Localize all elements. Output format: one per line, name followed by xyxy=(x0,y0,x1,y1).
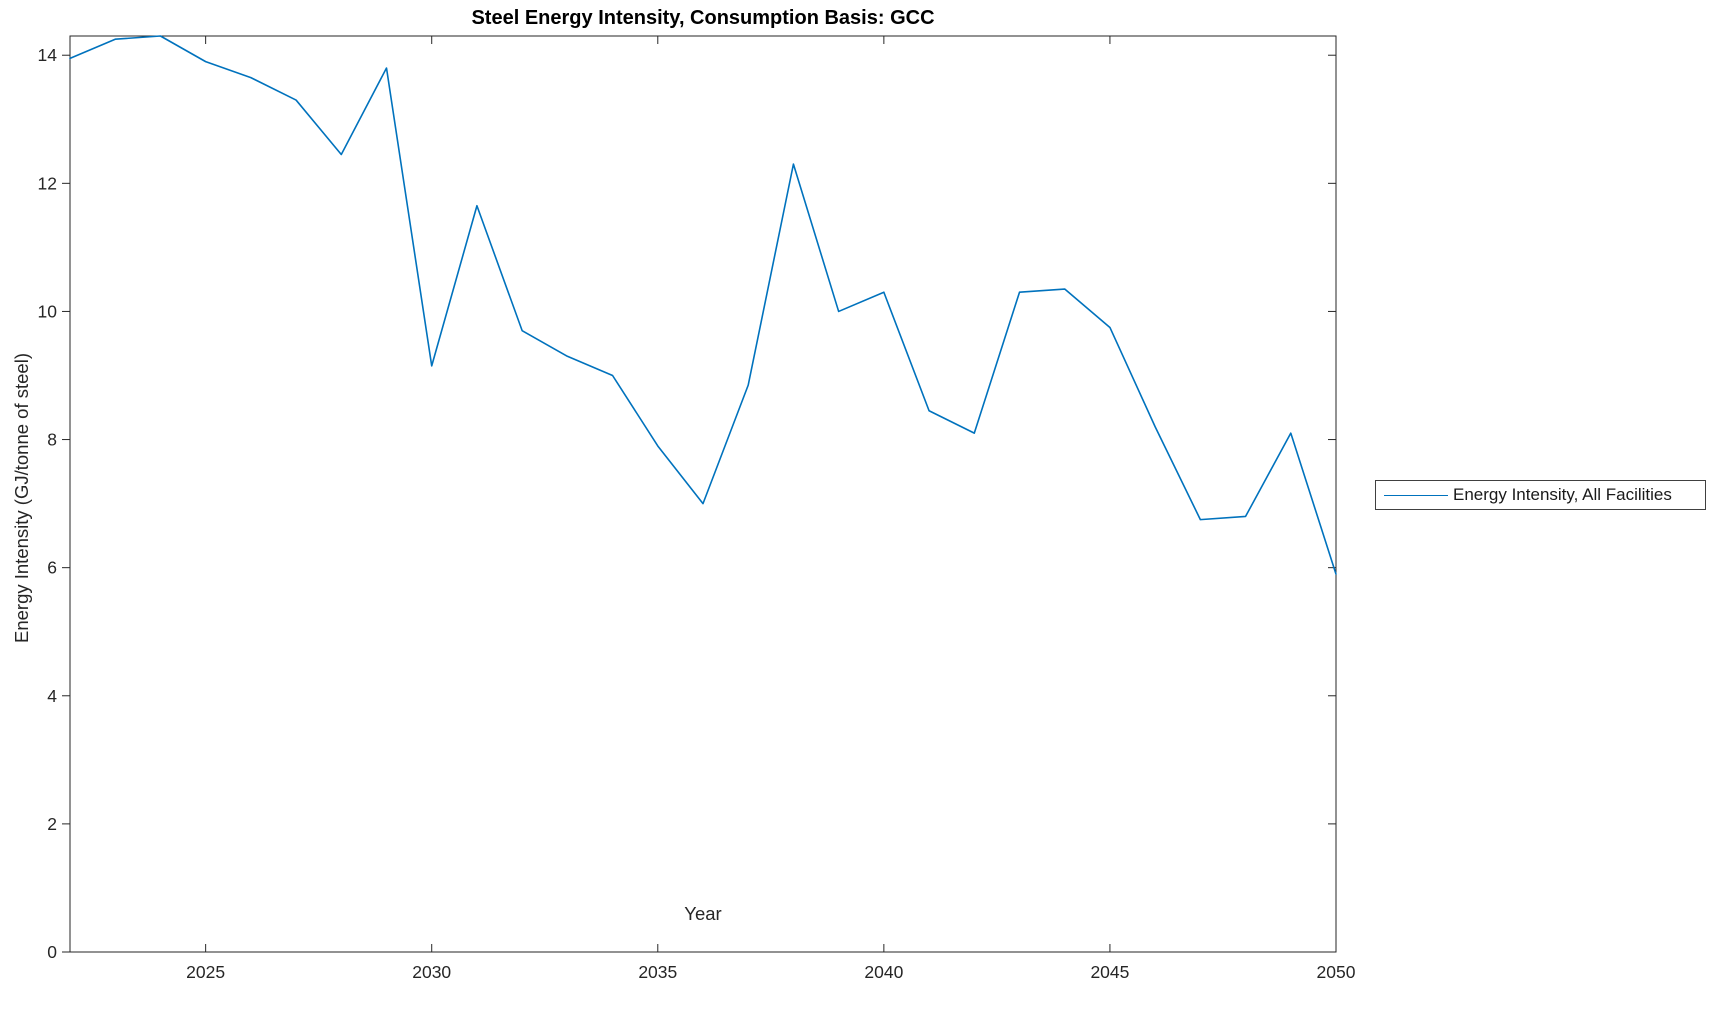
x-tick-label: 2050 xyxy=(1317,962,1356,982)
y-tick-label: 14 xyxy=(38,45,58,65)
x-axis-label: Year xyxy=(684,903,722,924)
x-tick-label: 2045 xyxy=(1090,962,1129,982)
legend-line-sample xyxy=(1384,494,1448,496)
x-tick-label: 2025 xyxy=(186,962,225,982)
x-tick-label: 2035 xyxy=(638,962,677,982)
y-tick-label: 12 xyxy=(38,173,57,193)
y-tick-label: 6 xyxy=(47,558,57,578)
y-tick-label: 0 xyxy=(47,942,57,962)
y-tick-label: 8 xyxy=(47,430,57,450)
y-tick-label: 4 xyxy=(47,686,57,706)
y-axis-label: Energy Intensity (GJ/tonne of steel) xyxy=(11,353,32,643)
legend-label: Energy Intensity, All Facilities xyxy=(1453,485,1672,504)
x-tick-label: 2040 xyxy=(864,962,903,982)
data-series-layer xyxy=(69,35,1337,575)
x-tick-label: 2030 xyxy=(412,962,451,982)
axes-layer: 2025 2030 2035 2040 2045 2050 0 2 4 6 8 10 12 14 xyxy=(38,35,1356,982)
legend: Energy Intensity, All Facilities xyxy=(1375,480,1706,510)
energy-intensity-line xyxy=(69,35,1337,575)
chart-title: Steel Energy Intensity, Consumption Basi… xyxy=(471,7,935,29)
axes-box xyxy=(69,35,1337,953)
y-tick-label: 2 xyxy=(47,814,57,834)
y-tick-label: 10 xyxy=(38,301,58,321)
